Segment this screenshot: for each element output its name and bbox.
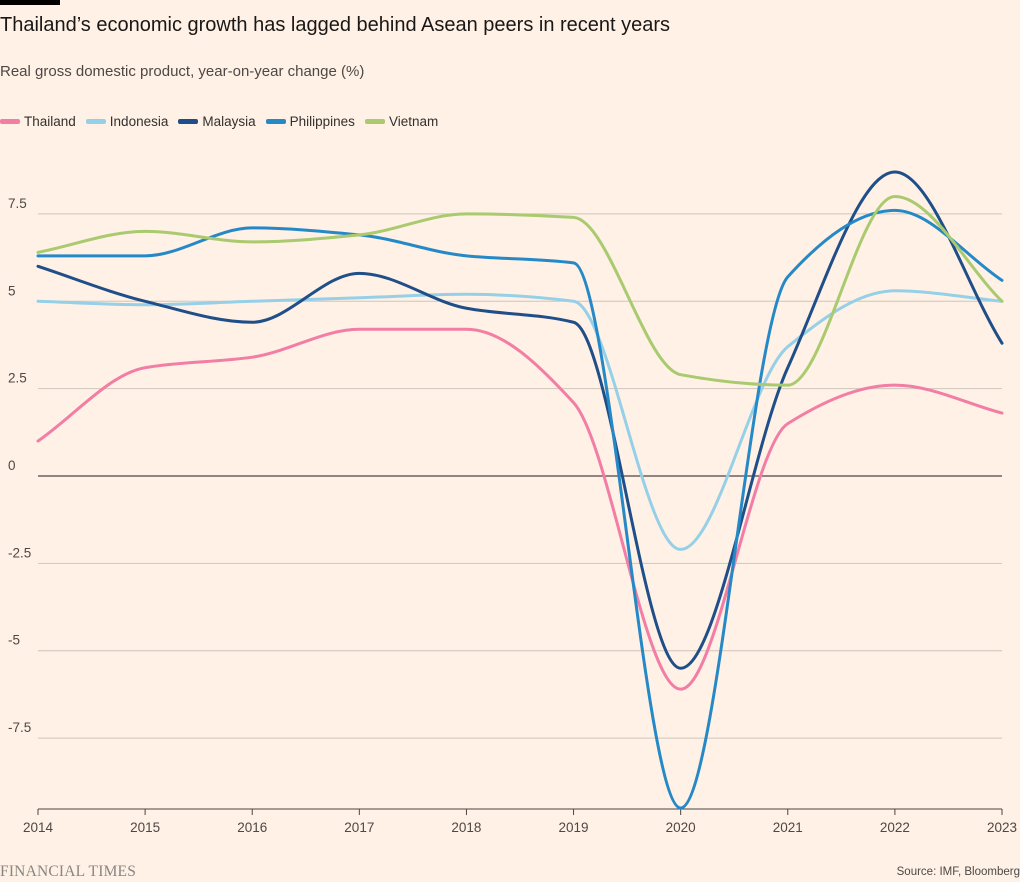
y-tick-label: 2.5 (8, 371, 27, 386)
x-tick-label: 2016 (237, 820, 267, 835)
x-tick-label: 2022 (880, 820, 910, 835)
y-tick-label: 7.5 (8, 196, 27, 211)
y-tick-label: -2.5 (8, 545, 31, 560)
legend-label-indonesia: Indonesia (109, 114, 169, 129)
legend-item-vietnam: Vietnam (364, 114, 439, 129)
series-line-malaysia (36, 170, 1004, 670)
ft-top-accent-bar (0, 0, 60, 5)
legend-swatch-indonesia (85, 119, 106, 124)
legend-item-thailand: Thailand (0, 114, 76, 129)
x-tick-label: 2015 (130, 820, 160, 835)
x-tick-label: 2023 (987, 820, 1017, 835)
legend-label-malaysia: Malaysia (202, 114, 256, 129)
legend-label-vietnam: Vietnam (388, 114, 439, 129)
x-tick-label: 2014 (23, 820, 54, 835)
series-line-philippines (36, 208, 1004, 810)
y-tick-label: -7.5 (8, 720, 31, 735)
legend-swatch-thailand (0, 119, 20, 124)
x-tick-label: 2018 (451, 820, 481, 835)
legend-item-malaysia: Malaysia (178, 114, 256, 129)
series-line-thailand (36, 327, 1004, 691)
x-tick-label: 2019 (559, 820, 589, 835)
legend-item-philippines: Philippines (265, 114, 355, 129)
series-line-vietnam (36, 194, 1004, 387)
source-note: Source: IMF, Bloomberg (896, 866, 1020, 878)
chart-title: Thailand’s economic growth has lagged be… (0, 14, 671, 36)
x-tick-label: 2017 (344, 820, 374, 835)
x-tick-label: 2020 (666, 820, 696, 835)
series-line-indonesia (36, 289, 1004, 551)
legend-swatch-philippines (265, 119, 286, 124)
y-tick-label: 0 (8, 458, 16, 473)
chart-subtitle: Real gross domestic product, year-on-yea… (0, 63, 365, 80)
legend-label-thailand: Thailand (24, 114, 76, 129)
legend: Thailand Indonesia Malaysia Philippines Viet… (0, 114, 438, 129)
legend-item-indonesia: Indonesia (85, 114, 169, 129)
line-chart: 7.5 5 2.5 0 -2.5 -5 -7.5 2014 2015 2016 2017 2018 20… (8, 170, 1017, 835)
financial-times-logo: FINANCIAL TIMES (0, 863, 137, 880)
legend-swatch-malaysia (178, 119, 199, 124)
legend-swatch-vietnam (364, 119, 385, 124)
legend-label-philippines: Philippines (289, 114, 355, 129)
y-tick-label: -5 (8, 633, 20, 648)
x-tick-label: 2021 (773, 820, 803, 835)
y-tick-label: 5 (8, 283, 16, 298)
